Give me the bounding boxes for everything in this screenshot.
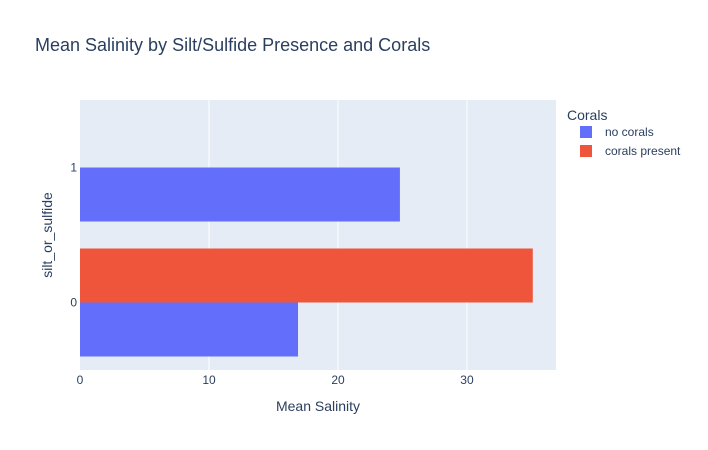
chart-title: Mean Salinity by Silt/Sulfide Presence a… [35, 35, 430, 55]
bars [80, 167, 533, 357]
x-tick-label-0: 0 [77, 373, 84, 387]
x-tick-label-2: 20 [331, 373, 345, 387]
legend-swatch-no-corals [580, 126, 592, 138]
legend: Corals no corals corals present [567, 107, 681, 158]
y-axis-title: silt_or_sulfide [39, 192, 55, 278]
x-axis-title: Mean Salinity [276, 398, 360, 414]
legend-label-no-corals: no corals [605, 125, 654, 139]
legend-swatch-corals-present [580, 145, 592, 157]
y-tick-label-0: 0 [70, 296, 77, 310]
x-tick-label-1: 10 [202, 373, 216, 387]
bar-corals-present-0 [80, 248, 533, 303]
x-tick-labels: 0 10 20 30 [77, 373, 474, 387]
x-tick-label-3: 30 [460, 373, 474, 387]
y-tick-labels: 01 [70, 161, 77, 310]
bar-no-corals-0 [80, 302, 299, 357]
y-tick-label-1: 1 [70, 161, 77, 175]
legend-title: Corals [567, 107, 607, 123]
bar-no-corals-1 [80, 167, 400, 222]
legend-label-corals-present: corals present [605, 144, 681, 158]
